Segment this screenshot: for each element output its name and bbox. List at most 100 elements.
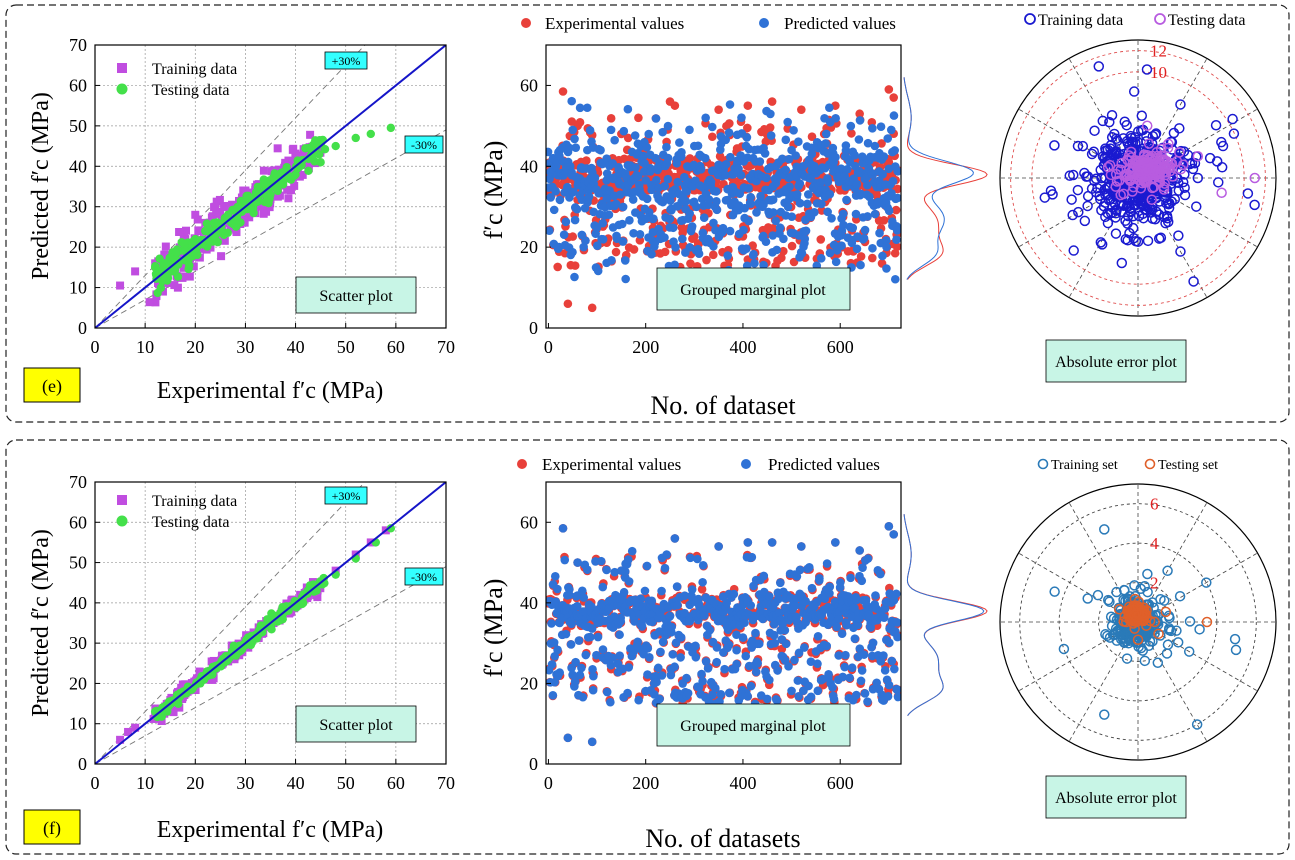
predicted-point [693, 554, 702, 564]
y-tick-label: 50 [69, 116, 87, 136]
training-error-point [1105, 143, 1116, 154]
training-error-point [1175, 99, 1186, 110]
predicted-point [756, 191, 765, 201]
predicted-point [555, 195, 565, 205]
predicted-point [606, 125, 616, 135]
predicted-point [660, 233, 669, 242]
predicted-point [855, 116, 865, 125]
panel-tag-box-e [23, 367, 81, 403]
predicted-point [794, 137, 803, 147]
experimental-point [879, 216, 889, 225]
experimental-point [779, 246, 788, 256]
predicted-point [662, 142, 671, 152]
testing-point [155, 254, 164, 263]
predicted-point [839, 220, 848, 230]
predicted-point [810, 207, 819, 217]
training-error-point [1102, 217, 1114, 229]
testing-point [320, 145, 330, 154]
training-error-point [1103, 194, 1115, 206]
predicted-point [546, 226, 554, 235]
predicted-point [579, 593, 589, 602]
predicted-point [572, 204, 582, 214]
predicted-point [846, 121, 856, 131]
x-tick-label: 20 [186, 773, 204, 793]
training-error-point [1110, 228, 1122, 239]
polar-box-e [1045, 339, 1187, 383]
x-tick-label: 400 [729, 337, 756, 357]
training-point [273, 144, 282, 153]
marginal-density-predicted-e [903, 77, 974, 280]
x-tick-label: 50 [337, 773, 355, 793]
predicted-point [701, 113, 710, 123]
predicted-point [739, 225, 748, 235]
predicted-point [795, 179, 805, 188]
predicted-point [577, 586, 587, 596]
predicted-point [698, 676, 707, 686]
experimental-point [606, 114, 616, 123]
experimental-point [568, 232, 578, 241]
predicted-point [592, 650, 601, 660]
predicted-point [746, 601, 756, 610]
predicted-point [711, 187, 721, 196]
training-error-point [1188, 276, 1199, 287]
predicted-point [856, 260, 865, 270]
predicted-point [581, 236, 590, 245]
experimental-point [702, 255, 711, 265]
predicted-point [821, 129, 831, 139]
predicted-point [711, 225, 720, 235]
predicted-point [859, 650, 869, 659]
predicted-point [751, 628, 760, 638]
predicted-point [663, 174, 673, 184]
predicted-point [841, 141, 851, 150]
testing-point [253, 182, 262, 192]
predicted-point [828, 143, 838, 153]
training-error-point [1213, 177, 1224, 188]
training-point [284, 156, 293, 165]
predicted-point [870, 209, 880, 219]
predicted-point [636, 594, 645, 603]
predicted-point [716, 689, 726, 699]
training-error-point [1166, 196, 1177, 207]
predicted-point [602, 154, 611, 164]
testing-point [366, 129, 375, 139]
training-error-point [1165, 136, 1177, 148]
training-error-point [1116, 206, 1127, 217]
predicted-point [676, 633, 686, 642]
training-point [290, 181, 299, 190]
predicted-point [660, 563, 670, 573]
predicted-point [672, 158, 682, 168]
predicted-point [725, 226, 735, 236]
predicted-point [804, 190, 813, 199]
predicted-point [615, 651, 625, 660]
predicted-point [640, 159, 649, 168]
predicted-point [762, 694, 772, 704]
training-error-point [1173, 185, 1185, 196]
training-point [131, 723, 140, 732]
training-error-point [1173, 230, 1184, 241]
predicted-point [723, 251, 732, 260]
predicted-point [807, 143, 817, 153]
experimental-point [889, 93, 899, 102]
predicted-point [893, 193, 901, 203]
training-error-point [1120, 215, 1131, 226]
predicted-point [647, 185, 656, 195]
predicted-point [813, 659, 822, 669]
panel-tag-box-f [23, 809, 81, 845]
testing-error-point [1111, 176, 1123, 187]
predicted-point [850, 634, 860, 643]
training-error-point [1106, 109, 1118, 121]
predicted-point [666, 670, 676, 680]
training-point [191, 210, 200, 219]
predicted-point [724, 640, 734, 650]
predicted-point [789, 126, 798, 135]
predicted-point [863, 554, 873, 563]
predicted-point [629, 228, 638, 238]
predicted-point [652, 677, 661, 687]
predicted-point [813, 686, 823, 696]
predicted-point [892, 226, 901, 235]
predicted-point [888, 176, 898, 186]
training-point [295, 172, 304, 181]
training-point [288, 158, 297, 167]
predicted-point [675, 138, 684, 147]
predicted-point [794, 648, 804, 658]
